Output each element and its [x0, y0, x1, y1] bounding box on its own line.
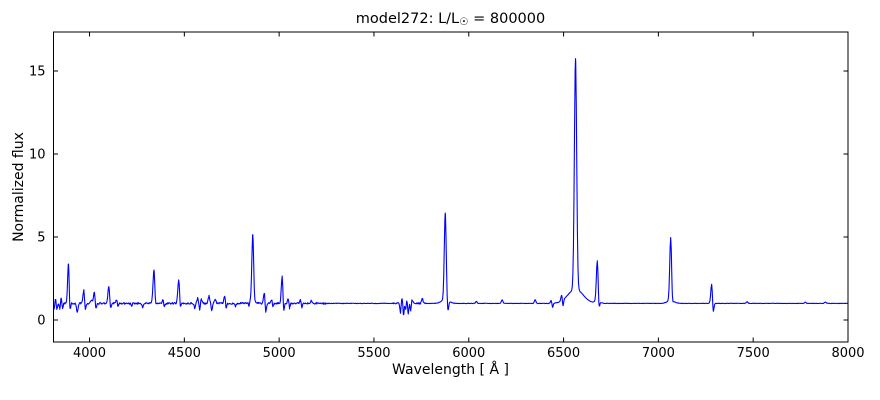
- x-axis-label: Wavelength [ Å ]: [392, 362, 509, 378]
- chart-title-text: model272: L/L: [355, 11, 460, 27]
- x-tick-label: 8000: [831, 346, 864, 361]
- x-tick-label: 4000: [73, 346, 106, 361]
- y-tick-label: 10: [29, 148, 46, 163]
- spectrum-line: [52, 58, 848, 316]
- sun-symbol: ☉: [459, 15, 469, 28]
- x-tick-label: 7000: [642, 346, 675, 361]
- x-tick-label: 7500: [737, 346, 770, 361]
- y-axis-label: Normalized flux: [11, 132, 27, 242]
- x-tick-label: 5500: [357, 346, 390, 361]
- x-tick-label: 5000: [263, 346, 296, 361]
- chart-title: model272: L/L☉ = 800000: [53, 11, 848, 28]
- y-tick-label: 0: [37, 314, 45, 329]
- axis-ticks: 4000 4500 5000 5500 6000 6500 7000 7500 8000 0 5 10…: [29, 32, 865, 361]
- y-tick-label: 15: [29, 65, 46, 80]
- y-tick-label: 5: [37, 231, 45, 246]
- chart-title-value: = 800000: [468, 11, 546, 27]
- x-tick-label: 6500: [547, 346, 580, 361]
- x-tick-label: 6000: [452, 346, 485, 361]
- x-tick-label: 4500: [168, 346, 201, 361]
- axes-frame: [53, 31, 849, 343]
